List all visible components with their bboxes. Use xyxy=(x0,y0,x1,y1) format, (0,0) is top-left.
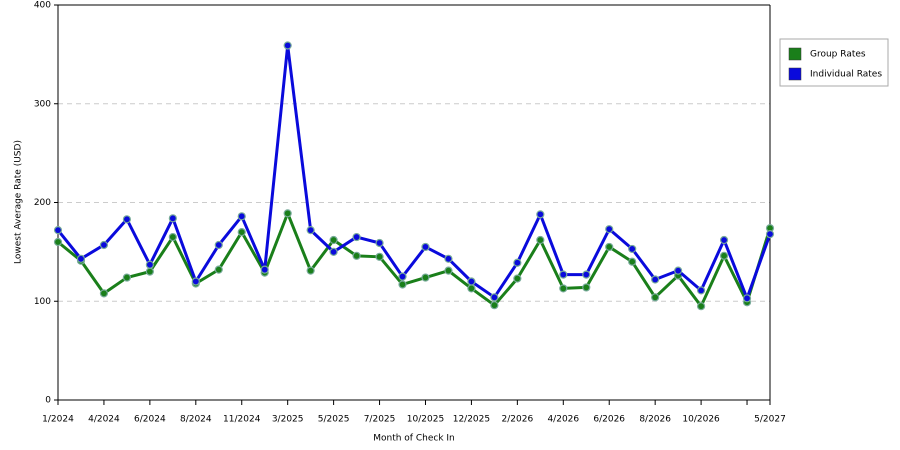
x-tick-label: 8/2026 xyxy=(639,415,671,425)
data-point xyxy=(490,301,499,310)
data-point xyxy=(582,270,591,279)
data-point xyxy=(674,266,683,275)
series-line xyxy=(56,43,772,300)
series-line xyxy=(57,211,772,308)
x-tick-label: 11/2024 xyxy=(223,415,261,425)
data-point xyxy=(398,280,407,289)
data-point xyxy=(559,270,568,279)
data-point xyxy=(214,240,223,250)
y-tick-label: 0 xyxy=(45,396,51,406)
data-point xyxy=(719,251,729,260)
legend-swatch xyxy=(788,67,802,81)
data-point xyxy=(76,254,86,263)
data-point xyxy=(398,272,407,281)
data-point xyxy=(742,294,752,303)
data-point xyxy=(237,212,246,221)
data-point xyxy=(352,232,361,242)
x-tick-label: 1/2024 xyxy=(42,415,74,425)
data-point xyxy=(306,226,315,235)
y-axis-label: Lowest Average Rate (USD) xyxy=(14,140,24,264)
x-tick-label: 7/2025 xyxy=(364,415,396,425)
data-point xyxy=(628,244,637,254)
data-point xyxy=(513,258,522,267)
data-point xyxy=(145,267,154,276)
data-point xyxy=(352,251,361,260)
x-tick-label: 4/2026 xyxy=(547,415,579,425)
data-point xyxy=(237,228,246,237)
data-point xyxy=(53,237,63,247)
x-axis-label: Month of Check In xyxy=(373,434,455,444)
data-point xyxy=(444,254,453,263)
data-point xyxy=(283,209,292,218)
y-tick-label: 300 xyxy=(34,99,51,109)
x-tick-label: 5/2027 xyxy=(754,415,786,425)
x-tick-label: 10/2025 xyxy=(407,415,444,425)
data-point xyxy=(99,240,109,250)
data-point xyxy=(444,266,453,275)
legend-swatch xyxy=(788,47,802,61)
x-tick-label: 3/2025 xyxy=(272,415,304,425)
data-point xyxy=(329,247,338,256)
data-point xyxy=(651,293,660,302)
data-point xyxy=(651,275,660,284)
data-point xyxy=(719,235,729,245)
x-tick-label: 2/2026 xyxy=(502,415,534,425)
legend-label: Individual Rates xyxy=(810,70,882,80)
x-tick-label: 8/2024 xyxy=(180,415,212,425)
data-point xyxy=(467,277,476,286)
data-point xyxy=(375,238,384,248)
data-point xyxy=(421,242,430,252)
data-point xyxy=(122,273,132,282)
data-point xyxy=(559,284,568,293)
data-point xyxy=(628,257,637,266)
data-point xyxy=(490,293,499,302)
y-tick-label: 100 xyxy=(34,297,51,307)
data-point xyxy=(191,277,200,286)
data-point xyxy=(306,266,315,275)
data-point xyxy=(283,41,292,50)
y-tick-label: 200 xyxy=(34,198,51,208)
data-point xyxy=(260,265,269,274)
data-point xyxy=(582,283,591,292)
data-point xyxy=(122,215,132,224)
data-point xyxy=(53,226,63,235)
data-point xyxy=(145,260,154,269)
data-point xyxy=(513,274,522,283)
data-point xyxy=(375,252,384,261)
data-point xyxy=(329,235,338,245)
data-point xyxy=(605,225,614,234)
data-point xyxy=(467,284,476,293)
data-point xyxy=(168,232,177,242)
data-point xyxy=(696,286,706,295)
data-point xyxy=(214,265,223,274)
x-tick-label: 6/2024 xyxy=(134,415,166,425)
x-tick-label: 5/2025 xyxy=(318,415,350,425)
data-point xyxy=(696,302,706,311)
legend-label: Group Rates xyxy=(810,50,866,60)
data-point xyxy=(536,235,545,245)
data-point xyxy=(605,242,614,252)
x-tick-label: 4/2024 xyxy=(88,415,120,425)
y-tick-label: 400 xyxy=(34,1,51,11)
data-point xyxy=(421,273,430,282)
data-point xyxy=(765,230,775,239)
data-point xyxy=(168,214,177,223)
x-tick-label: 10/2026 xyxy=(682,415,720,425)
x-tick-label: 6/2026 xyxy=(593,415,625,425)
data-point xyxy=(536,210,545,219)
data-point xyxy=(99,289,109,298)
x-tick-label: 12/2025 xyxy=(453,415,490,425)
